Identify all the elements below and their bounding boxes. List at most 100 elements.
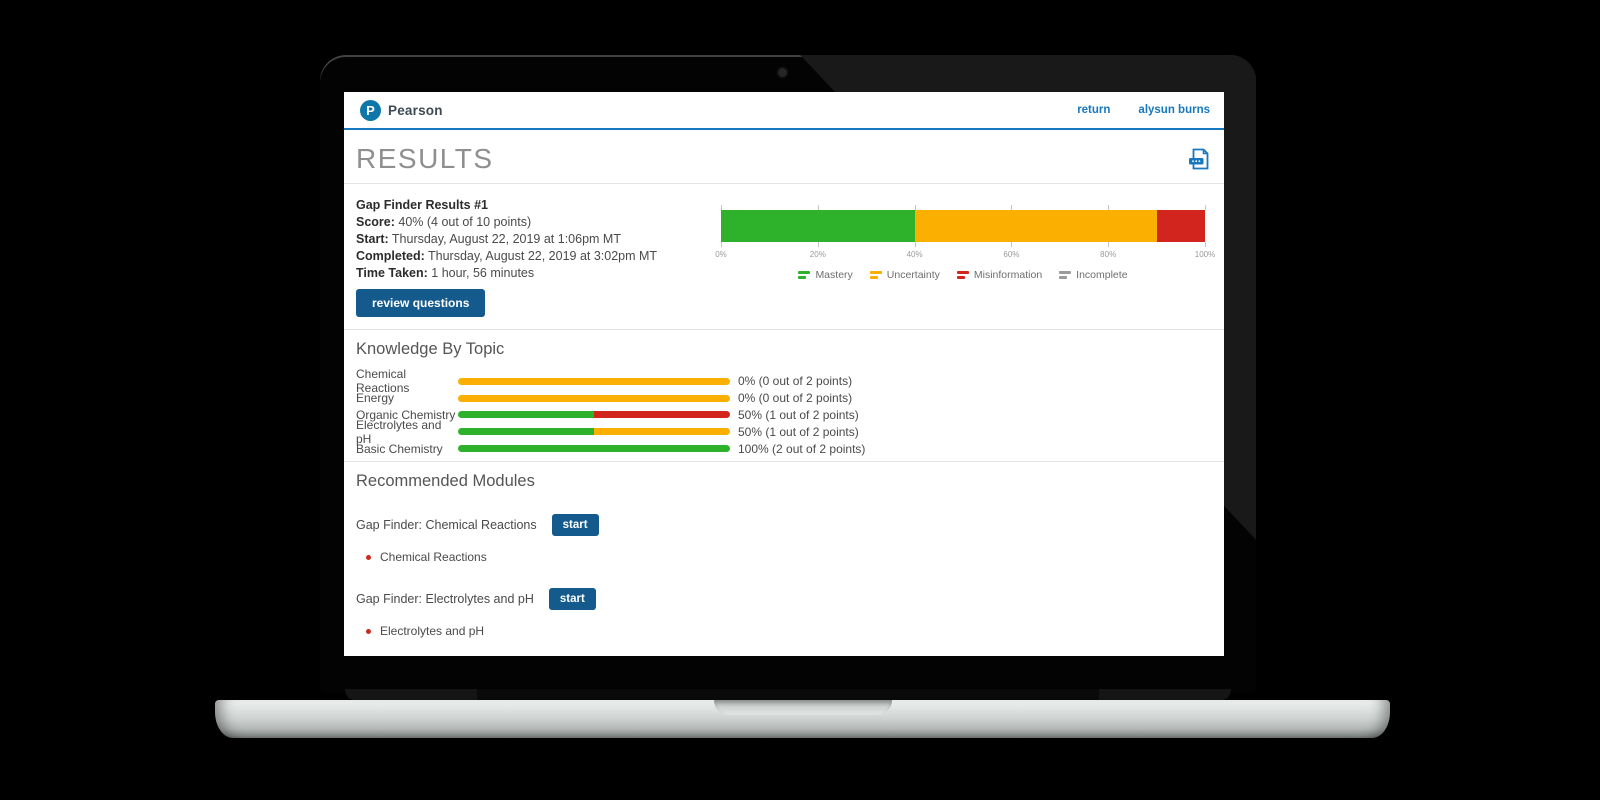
return-link[interactable]: return — [1077, 104, 1111, 116]
topic-bar-segment — [458, 377, 730, 385]
legend-item-mastery: Mastery — [798, 269, 853, 281]
axis-tick — [1108, 205, 1110, 210]
results-summary-section: Gap Finder Results #1 Score: 40% (4 out … — [356, 184, 1215, 324]
laptop-bezel: P Pearson return alysun burns RESULTS — [320, 55, 1256, 693]
axis-tick-label: 80% — [1100, 250, 1117, 259]
chart-legend: Mastery Uncertainty Misinformation — [721, 269, 1205, 281]
legend-label: Incomplete — [1076, 269, 1128, 281]
recommended-modules-section: Recommended Modules Gap Finder: Chemical… — [356, 472, 1212, 639]
module-title: Gap Finder: Chemical Reactions — [356, 518, 537, 532]
completed-line: Completed: Thursday, August 22, 2019 at … — [356, 249, 658, 263]
topic-result: 50% (1 out of 2 points) — [738, 424, 859, 439]
stacked-bar-wrap — [721, 205, 1206, 247]
topic-row: Basic Chemistry 100% (2 out of 2 points) — [356, 440, 1212, 457]
axis-tick — [1108, 242, 1110, 247]
topic-bar-segment — [458, 428, 594, 436]
module-topic: Electrolytes and pH — [366, 623, 1212, 639]
topic-bar — [458, 377, 730, 385]
topic-row: Electrolytes and pH 50% (1 out of 2 poin… — [356, 418, 1212, 446]
topic-label: Energy — [356, 391, 395, 406]
pdf-print-icon[interactable] — [1185, 146, 1212, 173]
topic-result: 100% (2 out of 2 points) — [738, 441, 866, 456]
axis-tick-label: 60% — [1003, 250, 1020, 259]
webcam-dot — [778, 68, 787, 77]
topic-label: Organic Chemistry — [356, 407, 456, 422]
bar-segment-misinformation — [1156, 210, 1205, 242]
bar-segment-uncertainty — [914, 210, 1157, 242]
mini-bar-chart-icon — [1059, 271, 1072, 279]
results-summary: Gap Finder Results #1 Score: 40% (4 out … — [356, 184, 1212, 317]
axis-tick — [1011, 242, 1013, 247]
pearson-logo-icon: P — [360, 99, 381, 121]
brand-wordmark: Pearson — [388, 102, 443, 118]
module-item: Gap Finder: Electrolytes and pH start El… — [356, 588, 1212, 639]
knowledge-by-topic-heading: Knowledge By Topic — [356, 340, 505, 358]
axis-tick-label: 100% — [1194, 250, 1216, 259]
divider — [344, 461, 1224, 462]
legend-label: Misinformation — [973, 269, 1043, 281]
topic-label: Chemical Reactions — [356, 367, 410, 396]
topic-result: 0% (0 out of 2 points) — [738, 374, 853, 389]
header-links: return alysun burns — [1077, 104, 1210, 116]
module-topic: Chemical Reactions — [366, 549, 1212, 565]
axis-tick — [1011, 205, 1013, 210]
topic-bar — [458, 445, 730, 453]
topic-bar — [458, 394, 730, 402]
axis-tick — [914, 205, 916, 210]
topic-row: Chemical Reactions 0% (0 out of 2 points… — [356, 367, 1212, 395]
stacked-bar — [721, 210, 1205, 242]
title-row: RESULTS — [356, 140, 1212, 178]
topic-list: Chemical Reactions 0% (0 out of 2 points… — [356, 367, 1212, 457]
mini-bar-chart-icon — [956, 271, 969, 279]
page-title: RESULTS — [356, 143, 494, 174]
user-account-link[interactable]: alysun burns — [1138, 104, 1210, 116]
mini-bar-chart-icon — [869, 271, 882, 279]
score-chart: 0% 20% 40% 60% 80% 100% Mastery Uncertainty — [715, 205, 1215, 281]
start-line: Start: Thursday, August 22, 2019 at 1:06… — [356, 232, 621, 246]
laptop-hinge — [345, 689, 1231, 700]
results-summary-title: Gap Finder Results #1 — [356, 198, 488, 212]
axis-tick-label: 20% — [809, 250, 826, 259]
module-topic-list: Chemical Reactions — [366, 549, 1212, 565]
start-button[interactable]: start — [551, 514, 599, 536]
module-title: Gap Finder: Electrolytes and pH — [356, 592, 534, 606]
axis-tick-label: 40% — [906, 250, 923, 259]
topic-row: Energy 0% (0 out of 2 points) — [356, 390, 1212, 407]
topic-bar-segment — [458, 411, 594, 419]
topic-bar — [458, 428, 730, 436]
axis-tick — [721, 205, 722, 210]
recommended-modules-heading: Recommended Modules — [356, 472, 535, 490]
module-topic-label: Electrolytes and pH — [380, 624, 485, 638]
axis-tick — [1205, 242, 1206, 247]
axis-tick — [817, 205, 819, 210]
module-topic-list: Electrolytes and pH — [366, 623, 1212, 639]
review-questions-button[interactable]: review questions — [356, 289, 486, 317]
time-taken-line: Time Taken: 1 hour, 56 minutes — [356, 266, 535, 280]
legend-label: Mastery — [815, 269, 853, 281]
bar-segment-mastery — [721, 210, 915, 242]
topic-row: Organic Chemistry 50% (1 out of 2 points… — [356, 407, 1212, 424]
axis-tick — [914, 242, 916, 247]
knowledge-by-topic-section: Knowledge By Topic Chemical Reactions 0%… — [356, 340, 1212, 456]
module-topic-label: Chemical Reactions — [380, 550, 487, 564]
score-line: Score: 40% (4 out of 10 points) — [356, 215, 532, 229]
axis-tick — [817, 242, 819, 247]
laptop-base — [215, 700, 1390, 738]
topic-bar — [458, 411, 730, 419]
app-header: P Pearson return alysun burns — [344, 92, 1224, 130]
bullet-icon — [366, 628, 371, 634]
legend-item-uncertainty: Uncertainty — [869, 269, 940, 281]
mini-bar-chart-icon — [798, 271, 811, 279]
tick-labels: 0% 20% 40% 60% 80% 100% — [715, 250, 1215, 260]
screen: P Pearson return alysun burns RESULTS — [344, 92, 1224, 656]
topic-bar-segment — [458, 445, 730, 453]
topic-label: Basic Chemistry — [356, 441, 443, 456]
topic-label: Electrolytes and pH — [356, 417, 442, 446]
pearson-brand[interactable]: P Pearson — [360, 99, 443, 121]
divider — [344, 329, 1224, 330]
module-item: Gap Finder: Chemical Reactions start Che… — [356, 514, 1212, 565]
axis-tick — [721, 242, 722, 247]
legend-item-misinformation: Misinformation — [956, 269, 1043, 281]
topic-bar-segment — [594, 411, 730, 419]
start-button[interactable]: start — [548, 588, 596, 610]
